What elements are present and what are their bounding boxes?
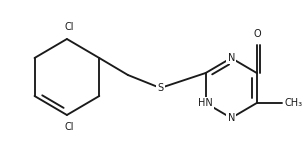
Text: Cl: Cl xyxy=(64,22,74,32)
Text: HN: HN xyxy=(198,98,213,108)
Text: O: O xyxy=(254,29,262,39)
Text: S: S xyxy=(157,83,163,93)
Text: N: N xyxy=(228,113,235,123)
Text: CH₃: CH₃ xyxy=(284,98,302,108)
Text: Cl: Cl xyxy=(64,122,74,132)
Text: N: N xyxy=(228,53,235,63)
